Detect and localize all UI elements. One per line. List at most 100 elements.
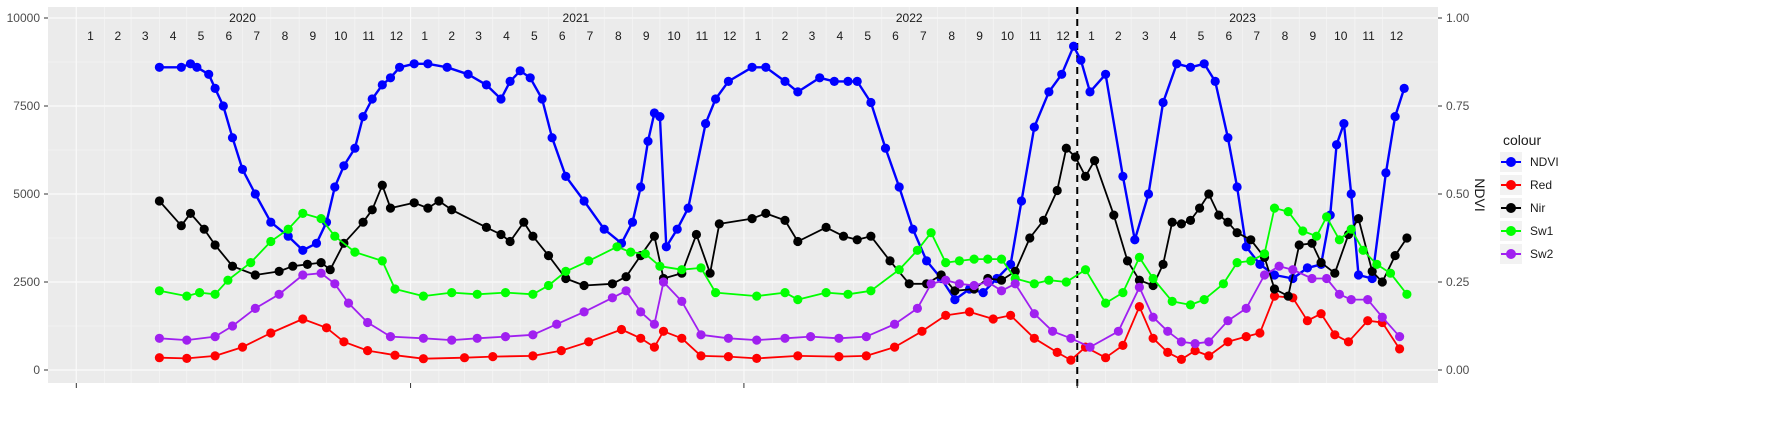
data-point-sw2 — [636, 307, 646, 317]
data-point-ndvi — [908, 224, 918, 234]
data-point-sw1 — [821, 288, 831, 298]
data-point-nir — [325, 265, 335, 275]
month-label: 2 — [782, 29, 789, 43]
legend-key-point — [1506, 226, 1516, 236]
data-point-ndvi — [1269, 270, 1280, 280]
data-point-sw2 — [579, 307, 589, 317]
data-point-red — [459, 353, 470, 363]
data-point-sw2 — [1223, 316, 1233, 326]
data-point-sw1 — [1044, 275, 1054, 285]
data-point-nir — [358, 217, 368, 227]
data-point-sw2 — [1274, 261, 1284, 271]
series-line-sw1 — [159, 207, 1408, 306]
data-point-red — [1316, 309, 1326, 319]
data-point-red — [488, 352, 498, 362]
data-point-ndvi — [1223, 133, 1233, 143]
data-point-red — [636, 333, 646, 343]
data-point-ndvi — [747, 62, 757, 72]
month-label: 6 — [1226, 29, 1233, 43]
month-label: 9 — [643, 29, 650, 43]
month-label: 7 — [587, 29, 594, 43]
data-point-red — [1255, 328, 1265, 338]
data-point-ndvi — [154, 62, 164, 72]
data-point-sw2 — [1113, 326, 1123, 336]
data-point-nir — [434, 196, 444, 206]
data-point-sw1 — [561, 266, 571, 276]
month-label: 4 — [836, 29, 843, 43]
data-point-sw2 — [316, 268, 326, 278]
data-point-ndvi — [1381, 168, 1391, 178]
data-point-sw2 — [154, 333, 164, 343]
data-point-sw1 — [1372, 259, 1382, 269]
data-point-sw2 — [298, 270, 308, 280]
data-point-sw1 — [246, 258, 256, 268]
facet-strips: 1 2 3 4 5 6 7 8 9 10 11 12 1 2 3 4 5 6 7 8 9 10 11 12 1 2 3 4 5 6 7 8 9 1… — [76, 7, 1403, 383]
data-point-red — [696, 351, 706, 361]
data-point-nir — [1122, 256, 1133, 266]
data-point-nir — [367, 205, 377, 215]
data-point-sw1 — [210, 289, 220, 299]
data-point-sw1 — [1358, 245, 1368, 255]
month-label: 4 — [170, 29, 177, 43]
data-point-ndvi — [210, 83, 220, 93]
data-point-ndvi — [978, 288, 988, 298]
month-label: 10 — [1334, 29, 1348, 43]
data-point-nir — [1061, 143, 1071, 153]
data-point-sw2 — [1066, 333, 1076, 343]
data-point-sw2 — [343, 298, 354, 308]
data-point-nir — [1283, 291, 1293, 301]
data-point-ndvi — [627, 217, 638, 227]
data-point-ndvi — [1353, 270, 1364, 280]
legend-label: Nir — [1530, 201, 1545, 215]
data-point-ndvi — [1172, 59, 1182, 69]
axes: 0 2500 5000 7500 10000 0.00 0.25 0.50 0.75 1.00 — [7, 11, 1470, 388]
data-point-ndvi — [843, 76, 853, 86]
data-point-sw1 — [983, 254, 993, 264]
data-point-sw2 — [861, 332, 871, 342]
data-point-ndvi — [701, 119, 711, 129]
data-point-red — [1101, 353, 1111, 363]
data-point-sw2 — [418, 333, 428, 343]
data-point-sw1 — [1199, 295, 1209, 305]
data-point-red — [649, 342, 660, 352]
data-point-sw2 — [330, 279, 340, 289]
data-point-sw1 — [154, 286, 164, 296]
data-point-sw2 — [1176, 337, 1186, 347]
data-point-sw1 — [1385, 268, 1396, 278]
data-point-ndvi — [1101, 69, 1111, 79]
y-tick-label: 7500 — [13, 99, 40, 113]
month-label: 1 — [87, 29, 94, 43]
data-point-nir — [1402, 233, 1412, 243]
data-point-sw1 — [584, 256, 594, 266]
data-point-ndvi — [1185, 62, 1196, 72]
data-point-nir — [838, 231, 849, 241]
legend-key-point — [1506, 180, 1516, 190]
data-point-sw2 — [806, 332, 816, 342]
data-point-ndvi — [1069, 41, 1079, 51]
y-tick-label: 10000 — [7, 11, 41, 25]
data-point-ndvi — [385, 73, 396, 83]
data-point-sw1 — [626, 247, 636, 257]
data-point-red — [584, 337, 594, 347]
data-point-red — [793, 351, 803, 361]
data-point-sw1 — [1218, 279, 1228, 289]
data-point-sw2 — [1048, 326, 1058, 336]
data-point-nir — [447, 205, 457, 215]
month-label: 8 — [1282, 29, 1289, 43]
legend-label: NDVI — [1530, 155, 1559, 169]
data-point-nir — [199, 224, 209, 234]
data-point-nir — [385, 203, 396, 213]
data-point-nir — [409, 198, 419, 208]
month-label: 4 — [1170, 29, 1177, 43]
data-point-ndvi — [950, 295, 960, 305]
data-point-sw2 — [834, 333, 844, 343]
data-point-nir — [210, 240, 220, 250]
data-point-ndvi — [661, 242, 671, 252]
data-point-ndvi — [561, 171, 571, 181]
month-label: 6 — [225, 29, 232, 43]
legend: colour NDVI Red Nir Sw1 Sw2 — [1500, 132, 1559, 264]
data-point-sw1 — [1311, 231, 1322, 241]
month-label: 8 — [615, 29, 622, 43]
data-point-sw1 — [912, 245, 923, 255]
data-point-red — [1330, 330, 1340, 340]
